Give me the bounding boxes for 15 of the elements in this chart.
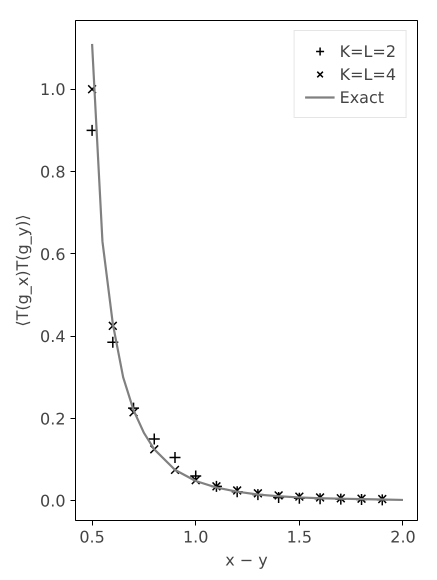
- y-tick-label: 0.4: [40, 327, 66, 346]
- legend-label: Exact: [340, 88, 384, 106]
- x-axis-title: x − y: [225, 550, 268, 570]
- x-tick-label: 2.0: [390, 528, 416, 546]
- y-tick-label: 0.8: [40, 162, 66, 182]
- y-tick-label: 1.0: [40, 80, 66, 100]
- x-tick-label: 0.5: [79, 528, 105, 546]
- y-tick-label: 0.2: [40, 409, 66, 428]
- legend-label: K=L=2: [340, 42, 396, 60]
- x-tick-label: 1.0: [182, 528, 208, 546]
- x-tick-label: 1.5: [286, 528, 312, 546]
- y-axis-title: ⟨T(g_x)T(g_y)⟩: [13, 214, 32, 327]
- y-tick-label: 0.6: [40, 244, 66, 264]
- legend-label: K=L=4: [340, 64, 396, 84]
- y-tick-label: 0.0: [40, 492, 66, 511]
